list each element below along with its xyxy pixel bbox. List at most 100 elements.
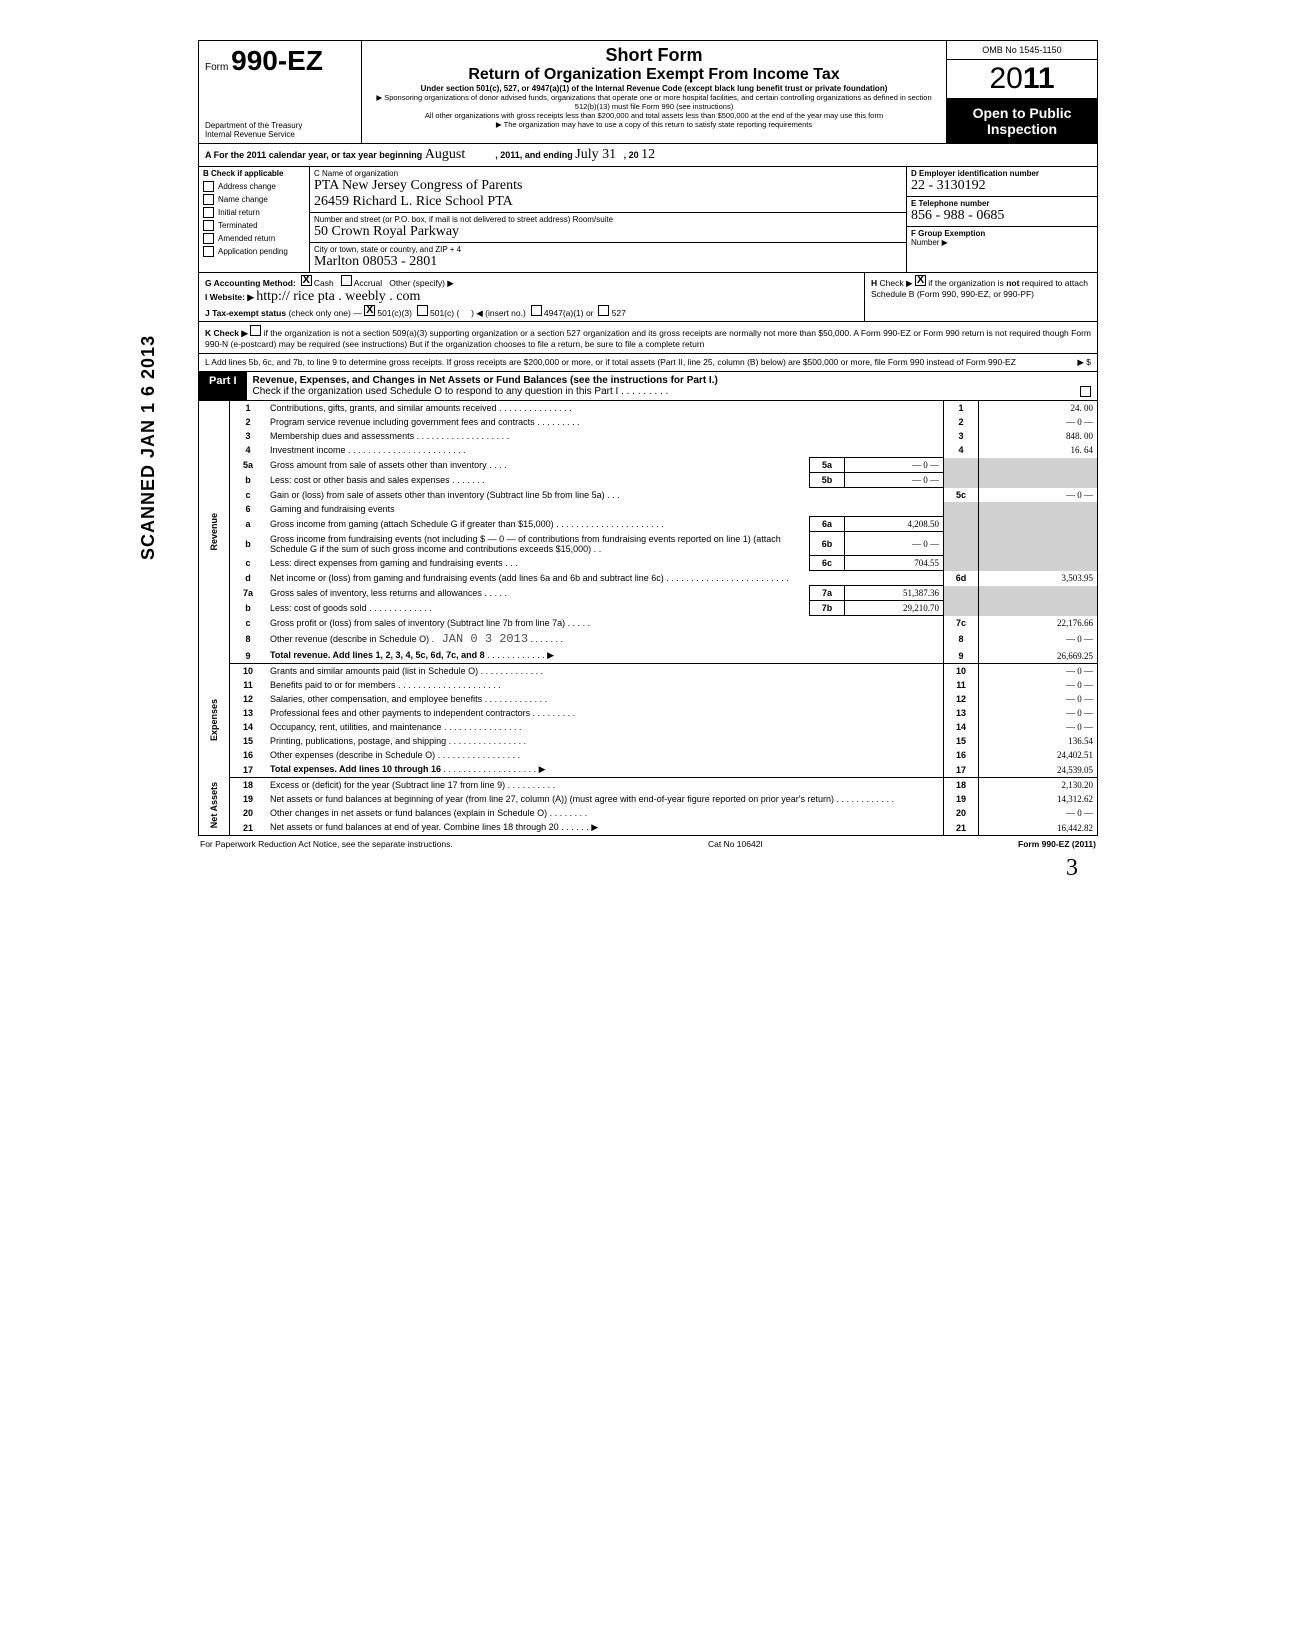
vcat-netassets: Net Assets xyxy=(199,778,230,836)
form-990ez: SCANNED JAN 1 6 2013 Form 990-EZ Departm… xyxy=(198,40,1098,852)
row-a-label: A For the 2011 calendar year, or tax yea… xyxy=(205,150,422,160)
line-5a: 5aGross amount from sale of assets other… xyxy=(199,458,1098,473)
col-b: B Check if applicable Address change Nam… xyxy=(199,167,310,272)
row-g: G Accounting Method: Cash Accrual Other … xyxy=(205,275,858,289)
instr3: ▶ The organization may have to use a cop… xyxy=(370,120,938,129)
col-b-header: B Check if applicable xyxy=(199,167,309,180)
line-18: Net Assets 18Excess or (deficit) for the… xyxy=(199,778,1098,793)
line-3: 3Membership dues and assessments . . . .… xyxy=(199,429,1098,443)
header-left: Form 990-EZ Department of the Treasury I… xyxy=(199,41,362,143)
checkbox[interactable] xyxy=(203,246,214,257)
line-16: 16Other expenses (describe in Schedule O… xyxy=(199,748,1098,762)
line-8: 8Other revenue (describe in Schedule O) … xyxy=(199,630,1098,648)
row-l-arrow: ▶ $ xyxy=(1077,357,1091,368)
footer-right: Form 990-EZ (2011) xyxy=(1018,839,1096,849)
org-name-1: PTA New Jersey Congress of Parents xyxy=(314,178,902,194)
cash-checkbox[interactable] xyxy=(301,275,312,286)
k-checkbox[interactable] xyxy=(250,325,261,336)
subtitle: Under section 501(c), 527, or 4947(a)(1)… xyxy=(370,84,938,93)
year-bold: 11 xyxy=(1023,62,1055,95)
501c3-checkbox[interactable] xyxy=(364,305,375,316)
street-val: 50 Crown Royal Parkway xyxy=(314,224,902,240)
row-i: I Website: ▶ http:// rice pta . weebly .… xyxy=(205,289,858,305)
street-cell: Number and street (or P.O. box, if mail … xyxy=(310,213,906,243)
footer: For Paperwork Reduction Act Notice, see … xyxy=(198,836,1098,852)
dept-line1: Department of the Treasury xyxy=(205,121,355,130)
grp-label2: Number ▶ xyxy=(911,238,1093,247)
part1-check-line: Check if the organization used Schedule … xyxy=(253,386,669,397)
accrual-checkbox[interactable] xyxy=(341,275,352,286)
name-label: C Name of organization xyxy=(314,169,902,178)
line-20: 20Other changes in net assets or fund ba… xyxy=(199,806,1098,820)
dept-block: Department of the Treasury Internal Reve… xyxy=(205,121,355,139)
return-title: Return of Organization Exempt From Incom… xyxy=(370,66,938,84)
line-9: 9Total revenue. Add lines 1, 2, 3, 4, 5c… xyxy=(199,648,1098,664)
schedb-checkbox[interactable] xyxy=(915,275,926,286)
footer-left: For Paperwork Reduction Act Notice, see … xyxy=(200,839,453,849)
line-7a: 7aGross sales of inventory, less returns… xyxy=(199,586,1098,601)
line-6b: bGross income from fundraising events (n… xyxy=(199,532,1098,556)
row-j: J Tax-exempt status (check only one) — 5… xyxy=(205,305,858,319)
checkbox[interactable] xyxy=(203,220,214,231)
row-ghij: G Accounting Method: Cash Accrual Other … xyxy=(198,273,1098,322)
row-a-end: July 31 xyxy=(575,147,616,163)
line-6d: dNet income or (loss) from gaming and fu… xyxy=(199,571,1098,586)
city-cell: City or town, state or country, and ZIP … xyxy=(310,243,906,272)
chk-address: Address change xyxy=(199,180,309,193)
4947-checkbox[interactable] xyxy=(531,305,542,316)
row-k-text: if the organization is not a section 509… xyxy=(205,328,1091,349)
grp-cell: F Group Exemption Number ▶ xyxy=(907,227,1097,251)
row-l-text: L Add lines 5b, 6c, and 7b, to line 9 to… xyxy=(205,357,1016,368)
line-6: 6Gaming and fundraising events xyxy=(199,502,1098,517)
org-name-2: 26459 Richard L. Rice School PTA xyxy=(314,194,902,210)
line-10: Expenses 10Grants and similar amounts pa… xyxy=(199,664,1098,679)
part1-label: Part I xyxy=(199,372,247,400)
instr2: All other organizations with gross recei… xyxy=(370,111,938,120)
501c-checkbox[interactable] xyxy=(417,305,428,316)
open-line1: Open to Public xyxy=(949,105,1095,121)
checkbox[interactable] xyxy=(203,194,214,205)
checkbox[interactable] xyxy=(203,207,214,218)
footer-mid: Cat No 10642I xyxy=(708,839,763,849)
line-13: 13Professional fees and other payments t… xyxy=(199,706,1098,720)
chk-initial: Initial return xyxy=(199,206,309,219)
city-label: City or town, state or country, and ZIP … xyxy=(314,245,902,254)
line-14: 14Occupancy, rent, utilities, and mainte… xyxy=(199,720,1098,734)
line-6a: aGross income from gaming (attach Schedu… xyxy=(199,517,1098,532)
line-15: 15Printing, publications, postage, and s… xyxy=(199,734,1098,748)
ein-cell: D Employer identification number 22 - 31… xyxy=(907,167,1097,197)
chk-terminated: Terminated xyxy=(199,219,309,232)
row-h: H Check ▶ if the organization is not req… xyxy=(871,275,1091,299)
ein-val: 22 - 3130192 xyxy=(911,178,1093,194)
row-l: L Add lines 5b, 6c, and 7b, to line 9 to… xyxy=(198,354,1098,372)
line-7b: bLess: cost of goods sold . . . . . . . … xyxy=(199,601,1098,616)
527-checkbox[interactable] xyxy=(598,305,609,316)
line-7c: cGross profit or (loss) from sales of in… xyxy=(199,616,1098,631)
ein-label: D Employer identification number xyxy=(911,169,1093,178)
form-number: 990-EZ xyxy=(231,45,323,76)
header-row: Form 990-EZ Department of the Treasury I… xyxy=(198,40,1098,144)
scanned-stamp: SCANNED JAN 1 6 2013 xyxy=(138,335,159,560)
header-right: OMB No 1545-1150 2011 Open to Public Ins… xyxy=(946,41,1097,143)
checkbox[interactable] xyxy=(203,181,214,192)
line-1: Revenue 1 Contributions, gifts, grants, … xyxy=(199,401,1098,415)
part1-checkbox[interactable] xyxy=(1080,386,1091,397)
row-a-mid: , 2011, and ending xyxy=(495,150,573,160)
tel-label: E Telephone number xyxy=(911,199,1093,208)
form-word: Form xyxy=(205,62,228,73)
row-a-end2: , 20 , 20 1212 xyxy=(624,147,656,163)
website-val: http:// rice pta . weebly . com xyxy=(256,289,420,304)
row-a-begin: August xyxy=(425,147,465,163)
instr1: ▶ Sponsoring organizations of donor advi… xyxy=(370,93,938,111)
corner-number: 3 xyxy=(1066,855,1078,882)
checkbox[interactable] xyxy=(203,233,214,244)
line-21: 21Net assets or fund balances at end of … xyxy=(199,820,1098,836)
open-line2: Inspection xyxy=(949,121,1095,137)
line-2: 2Program service revenue including gover… xyxy=(199,415,1098,429)
vcat-revenue: Revenue xyxy=(199,401,230,664)
header-grid: B Check if applicable Address change Nam… xyxy=(198,167,1098,273)
line-19: 19Net assets or fund balances at beginni… xyxy=(199,792,1098,806)
line-12: 12Salaries, other compensation, and empl… xyxy=(199,692,1098,706)
chk-pending: Application pending xyxy=(199,245,309,258)
open-public: Open to Public Inspection xyxy=(947,99,1097,143)
